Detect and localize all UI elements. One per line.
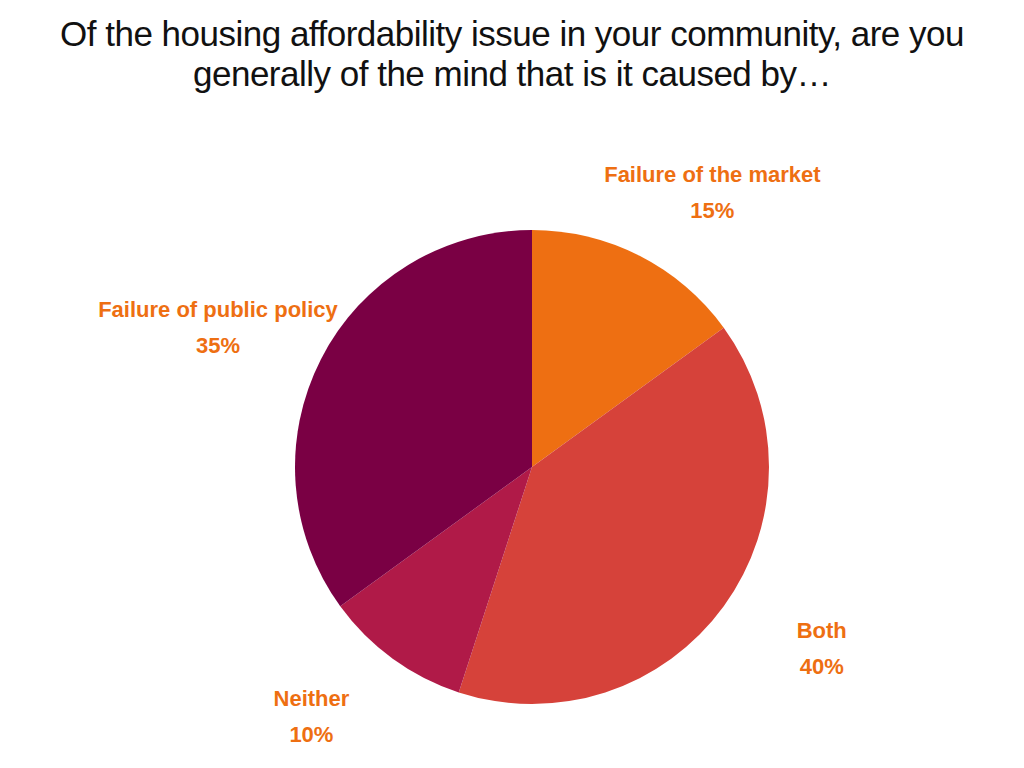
svg-text:Neither: Neither xyxy=(274,686,350,711)
svg-text:40%: 40% xyxy=(800,654,844,679)
svg-text:35%: 35% xyxy=(196,333,240,358)
html-text:Of the housing affordability i: Of the housing affordability issue in yo… xyxy=(60,14,964,93)
svg-text:15%: 15% xyxy=(690,198,734,223)
svg-text:10%: 10% xyxy=(289,722,333,747)
svg-text:Failure of public policy: Failure of public policy xyxy=(98,297,338,322)
svg-text:Failure of the market: Failure of the market xyxy=(604,164,821,187)
svg-text:Both: Both xyxy=(797,618,847,643)
